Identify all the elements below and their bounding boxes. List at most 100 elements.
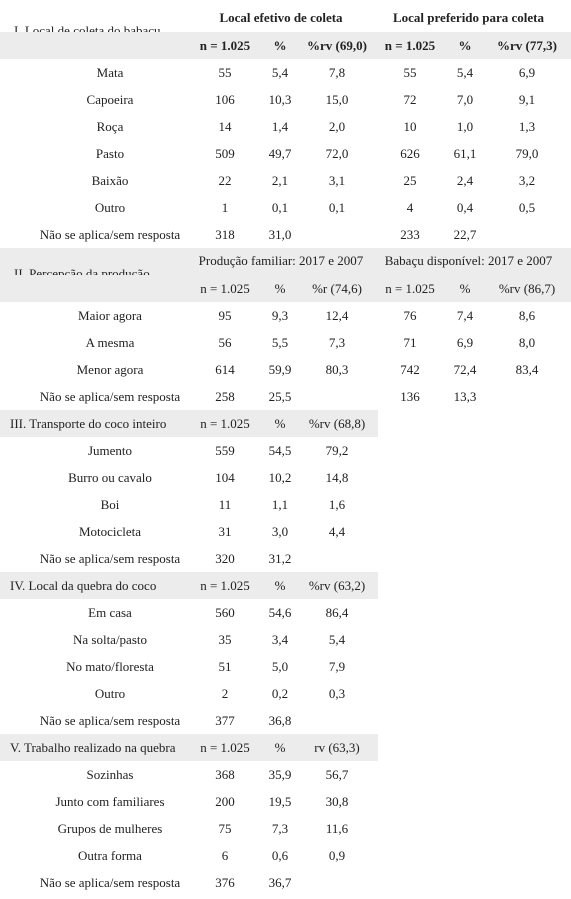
- cell-value: 559: [215, 443, 235, 458]
- cell-value: 72: [403, 92, 417, 107]
- row-label: No mato/floresta: [66, 659, 154, 674]
- cell-value: 31,2: [268, 551, 292, 566]
- cell-value: 76: [403, 308, 417, 323]
- cell-value: 80,3: [325, 362, 349, 377]
- cell-value: 61,1: [453, 146, 477, 161]
- cell-value: 35: [218, 632, 232, 647]
- cell-value: 9,3: [271, 308, 289, 323]
- cell-value: 75: [218, 821, 232, 836]
- cell-value: 31,0: [268, 227, 292, 242]
- cell-value: 35,9: [268, 767, 292, 782]
- cell-value: 0,1: [271, 200, 289, 215]
- row-label: Boi: [100, 497, 120, 512]
- cell-value: 320: [215, 551, 235, 566]
- row-label: Mata: [96, 65, 124, 80]
- cell-value: 5,5: [271, 335, 289, 350]
- cell-value: 0,4: [456, 200, 474, 215]
- cell-value: 22,7: [453, 227, 477, 242]
- cell-value: 3,4: [271, 632, 289, 647]
- cell-value: 4,4: [328, 524, 346, 539]
- cell-value: 4: [406, 200, 414, 215]
- colh: %: [274, 281, 286, 296]
- row-label: Motocicleta: [78, 524, 142, 539]
- colh: %rv (86,7): [498, 281, 556, 296]
- row-label: Roça: [96, 119, 124, 134]
- header-band: [0, 410, 378, 437]
- cell-value: 7,3: [271, 821, 289, 836]
- cell-value: 7,9: [328, 659, 346, 674]
- header-band: [0, 248, 571, 275]
- cell-value: 8,6: [518, 308, 536, 323]
- cell-value: 5,0: [271, 659, 289, 674]
- cell-value: 377: [215, 713, 235, 728]
- cell-value: 55: [403, 65, 417, 80]
- cell-value: 59,9: [268, 362, 292, 377]
- cell-value: 2,0: [328, 119, 346, 134]
- cell-value: 55: [218, 65, 232, 80]
- header-band: [0, 32, 571, 59]
- cell-value: 13,3: [453, 389, 477, 404]
- cell-value: 1,4: [271, 119, 289, 134]
- cell-value: 49,7: [268, 146, 292, 161]
- cell-value: 5,4: [328, 632, 346, 647]
- grp: Produção familiar: 2017 e 2007: [198, 253, 364, 268]
- cell-value: 54,5: [268, 443, 292, 458]
- colh: %rv (63,2): [308, 578, 366, 593]
- row-label: Não se aplica/sem resposta: [39, 875, 181, 890]
- cell-value: 5,4: [456, 65, 474, 80]
- cell-value: 0,2: [271, 686, 289, 701]
- row-label: Junto com familiares: [55, 794, 165, 809]
- cell-value: 71: [403, 335, 417, 350]
- cell-value: 19,5: [268, 794, 292, 809]
- cell-value: 79,0: [515, 146, 539, 161]
- colh: n = 1.025: [384, 38, 436, 53]
- cell-value: 104: [215, 470, 235, 485]
- row-label: Não se aplica/sem resposta: [39, 551, 181, 566]
- row-label: Outro: [94, 686, 126, 701]
- cell-value: 233: [400, 227, 420, 242]
- cell-value: 1,6: [328, 497, 346, 512]
- cell-value: 7,4: [456, 308, 474, 323]
- cell-value: 7,0: [456, 92, 474, 107]
- colh: %: [274, 416, 286, 431]
- row-label: Outra forma: [78, 848, 142, 863]
- header-band: [0, 572, 378, 599]
- cell-value: 2,1: [271, 173, 289, 188]
- cell-value: 560: [215, 605, 235, 620]
- cell-value: 1: [221, 200, 229, 215]
- colh: n = 1.025: [200, 740, 250, 755]
- cell-value: 614: [215, 362, 235, 377]
- cell-value: 6,9: [456, 335, 474, 350]
- colh: %rv (77,3): [497, 38, 557, 53]
- row-label: Não se aplica/sem resposta: [39, 227, 181, 242]
- grp: Local preferido para coleta: [392, 10, 545, 25]
- row-label: A mesma: [85, 335, 135, 350]
- cell-value: 368: [215, 767, 235, 782]
- row-label: Pasto: [95, 146, 125, 161]
- cell-value: 25: [403, 173, 417, 188]
- section-title: III. Transporte do coco inteiro: [10, 416, 167, 431]
- row-label: Maior agora: [78, 308, 142, 323]
- row-label: Grupos de mulheres: [57, 821, 163, 836]
- row-label: Não se aplica/sem resposta: [39, 389, 181, 404]
- colh: n = 1.025: [200, 281, 250, 296]
- cell-value: 36,7: [268, 875, 292, 890]
- cell-value: 54,6: [268, 605, 292, 620]
- cell-value: 10,2: [268, 470, 292, 485]
- colh: n = 1.025: [200, 578, 250, 593]
- cell-value: 3,2: [518, 173, 536, 188]
- cell-value: 83,4: [515, 362, 539, 377]
- cell-value: 14,8: [325, 470, 349, 485]
- cell-value: 3,0: [271, 524, 289, 539]
- cell-value: 25,5: [268, 389, 292, 404]
- cell-value: 0,1: [328, 200, 346, 215]
- header-band: [0, 275, 571, 302]
- section-title: IV. Local da quebra do coco: [10, 578, 157, 593]
- cell-value: 15,0: [325, 92, 349, 107]
- cell-value: 56: [218, 335, 232, 350]
- cell-value: 0,5: [518, 200, 536, 215]
